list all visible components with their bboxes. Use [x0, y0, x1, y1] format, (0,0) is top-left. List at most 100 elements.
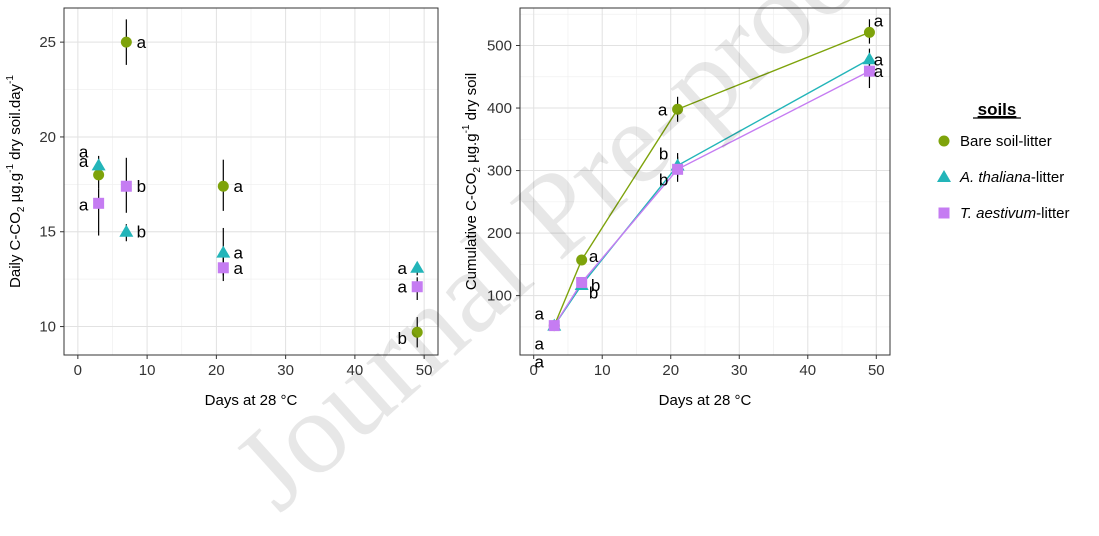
y-axis-label-part: 2 — [472, 167, 483, 173]
legend-label-italic: A. thaliana — [959, 169, 1031, 186]
data-point — [217, 262, 229, 274]
legend-label-rest: -litter — [1031, 169, 1064, 186]
x-tick-label: 20 — [662, 362, 679, 379]
y-tick-label: 10 — [39, 319, 56, 336]
significance-letter: a — [874, 62, 884, 81]
significance-letter: a — [658, 100, 668, 119]
x-tick-label: 40 — [799, 362, 816, 379]
y-axis-label-part: 2 — [16, 206, 27, 212]
y-axis-label-part: Cumulative C-CO — [463, 173, 480, 291]
data-point — [576, 276, 588, 288]
y-tick-label: 500 — [487, 38, 512, 55]
significance-letter: b — [137, 177, 146, 196]
significance-letter: b — [591, 276, 600, 295]
data-point — [217, 180, 229, 192]
legend-label-italic: T. aestivum — [960, 205, 1036, 222]
data-point — [411, 281, 423, 293]
legend-title: soils — [978, 100, 1017, 119]
y-axis-label-part: µg.g — [463, 133, 480, 167]
y-axis-label: Daily C-CO2 µg.g-1 dry soil.day-1 — [5, 75, 27, 288]
significance-letter: b — [397, 329, 406, 348]
data-point — [93, 169, 105, 181]
y-axis-label-part: -1 — [5, 75, 16, 84]
data-point — [672, 163, 684, 175]
legend-label: Bare soil-litter — [960, 133, 1052, 150]
significance-letter: a — [535, 353, 545, 372]
significance-letter: a — [234, 177, 244, 196]
data-point — [672, 103, 684, 115]
data-point — [119, 224, 134, 237]
legend-key — [938, 135, 950, 147]
data-point — [91, 158, 106, 171]
x-tick-label: 50 — [868, 362, 885, 379]
legend-label-rest: -litter — [1036, 205, 1069, 222]
panel-border — [63, 7, 439, 356]
data-point — [576, 254, 588, 266]
y-axis-label: Cumulative C-CO2 µg.g-1 dry soil — [461, 73, 483, 290]
x-tick-label: 0 — [530, 362, 538, 379]
significance-letter: a — [397, 259, 407, 278]
x-axis-label: Days at 28 °C — [659, 392, 752, 409]
significance-letter: a — [234, 244, 244, 263]
panel-2: 0 10 20 30 40 50 100 200 300 400 500 Days at 28 °C C… — [461, 7, 891, 409]
y-axis-label-part: dry soil — [463, 73, 480, 125]
y-tick-label: 400 — [487, 100, 512, 117]
x-tick-label: 20 — [208, 362, 225, 379]
significance-letter: a — [79, 142, 89, 161]
data-point — [863, 26, 875, 38]
significance-letter: a — [234, 259, 244, 278]
series-line — [553, 70, 870, 326]
y-tick-label: 25 — [39, 34, 56, 51]
legend-key — [938, 207, 950, 219]
significance-letter: a — [589, 247, 599, 266]
data-point — [410, 260, 425, 273]
y-tick-label: 15 — [39, 224, 56, 241]
y-axis-label-part: -1 — [5, 164, 16, 173]
x-tick-label: 10 — [139, 362, 156, 379]
significance-letter: a — [874, 50, 884, 69]
y-axis-label-part: Daily C-CO — [7, 212, 24, 288]
x-tick-label: 0 — [74, 362, 82, 379]
y-axis-label-part: -1 — [461, 124, 472, 133]
panel-border — [519, 7, 891, 356]
data-point — [120, 180, 132, 192]
x-tick-label: 50 — [416, 362, 433, 379]
series-line — [553, 31, 870, 326]
legend-key — [937, 170, 951, 182]
significance-letter: b — [659, 145, 668, 164]
x-tick-label: 30 — [731, 362, 748, 379]
data-point — [216, 245, 231, 258]
legend-label: A. thaliana-litter — [959, 169, 1064, 186]
significance-letter: a — [535, 305, 545, 324]
significance-letter: a — [397, 278, 407, 297]
significance-letter: a — [79, 152, 89, 171]
significance-letter: a — [874, 11, 884, 30]
y-tick-label: 200 — [487, 225, 512, 242]
significance-letter: a — [535, 335, 545, 354]
significance-letter: a — [79, 195, 89, 214]
data-point — [120, 36, 132, 48]
significance-letter: b — [589, 283, 598, 302]
x-tick-label: 30 — [277, 362, 294, 379]
y-axis-label-part: µg.g — [7, 173, 24, 207]
y-axis-label-part: dry soil.day — [7, 83, 24, 164]
data-point — [411, 326, 423, 338]
y-tick-label: 100 — [487, 288, 512, 305]
x-axis-label: Days at 28 °C — [205, 392, 298, 409]
data-point — [862, 52, 877, 65]
panel-1: 0 10 20 30 40 50 10 15 20 25 Days at 28 °C Daily C-… — [5, 7, 439, 409]
significance-letter: b — [137, 223, 146, 242]
data-point — [548, 320, 560, 332]
data-point — [863, 65, 875, 77]
x-tick-label: 40 — [347, 362, 364, 379]
figure: 0 10 20 30 40 50 10 15 20 25 Days at 28 °C Daily C-… — [5, 0, 1070, 534]
significance-letter: a — [137, 33, 147, 52]
data-point — [93, 197, 105, 209]
significance-letter: b — [659, 170, 668, 189]
legend-label: T. aestivum-litter — [960, 205, 1070, 222]
x-tick-label: 10 — [594, 362, 611, 379]
y-tick-label: 300 — [487, 163, 512, 180]
y-tick-label: 20 — [39, 129, 56, 146]
